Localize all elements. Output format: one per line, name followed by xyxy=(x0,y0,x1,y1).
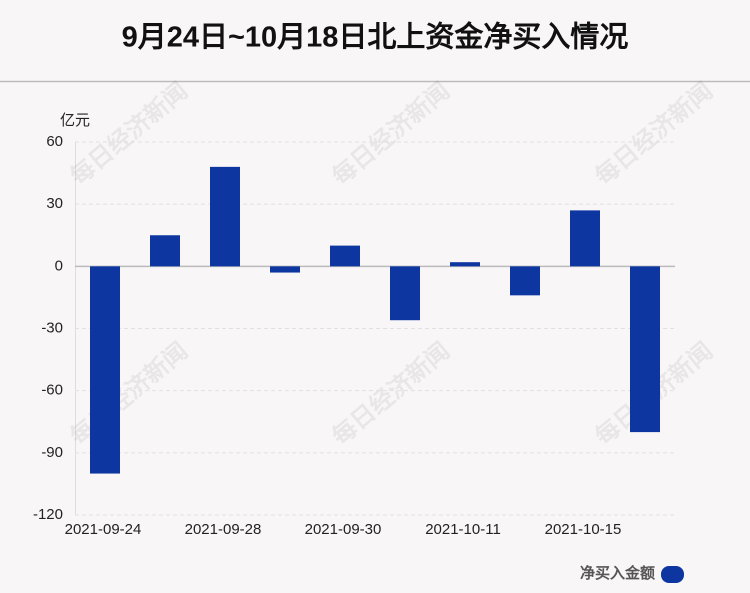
x-tick-label: 2021-10-15 xyxy=(545,521,622,538)
y-unit: 亿元 xyxy=(60,112,90,129)
bar xyxy=(570,210,600,267)
bar xyxy=(270,266,300,273)
bar xyxy=(390,266,420,321)
legend-swatch xyxy=(661,566,684,583)
y-tick-label: 30 xyxy=(46,195,63,212)
y-tick-label: -90 xyxy=(41,444,63,461)
legend-label: 净买入金额 xyxy=(580,564,655,582)
y-tick-label: 60 xyxy=(46,133,63,150)
bar xyxy=(450,262,480,267)
y-tick-label: -60 xyxy=(41,382,63,399)
y-tick-label: 0 xyxy=(55,257,63,274)
bar xyxy=(510,266,540,296)
bar xyxy=(630,266,660,433)
bar xyxy=(90,266,120,474)
y-tick-label: -120 xyxy=(33,506,63,523)
chart-title: 9月24日~10月18日北上资金净买入情况 xyxy=(122,20,629,54)
x-tick-label: 2021-09-30 xyxy=(305,521,382,538)
x-tick-label: 2021-09-24 xyxy=(65,521,142,538)
bar xyxy=(330,245,360,267)
x-tick-label: 2021-10-11 xyxy=(425,521,501,538)
bar xyxy=(150,235,180,267)
x-tick-label: 2021-09-28 xyxy=(185,521,262,538)
bar xyxy=(210,166,240,267)
y-tick-label: -30 xyxy=(41,319,63,336)
